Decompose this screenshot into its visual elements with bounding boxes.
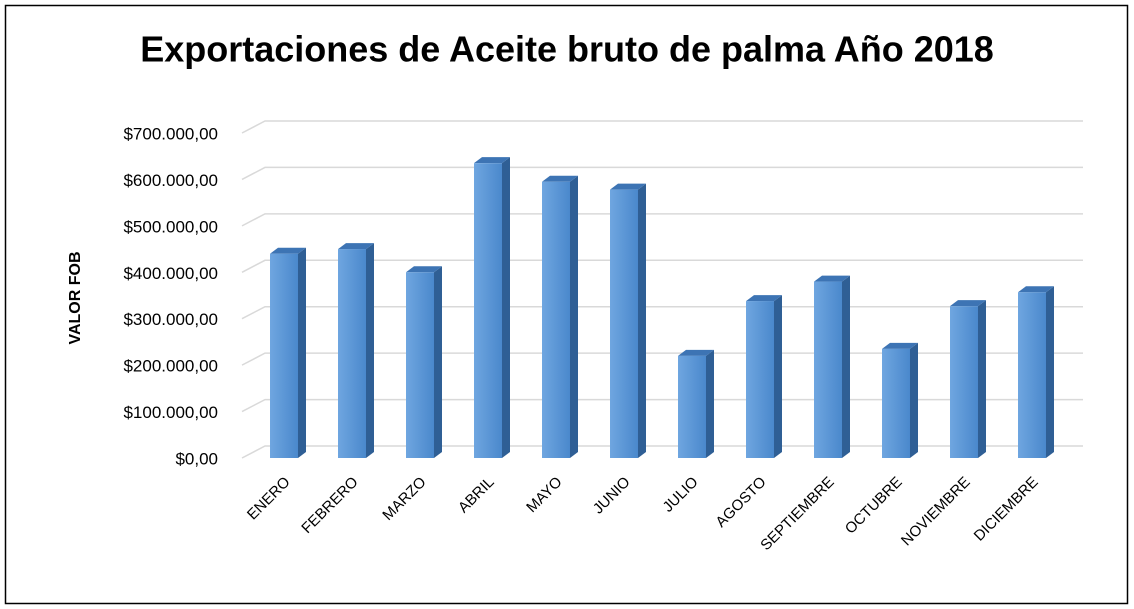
bar-side (978, 300, 986, 458)
bar-group (814, 275, 850, 458)
bar-top (814, 275, 850, 282)
bar-top (950, 300, 986, 307)
grid-line (241, 213, 1083, 227)
y-tick-label: $0,00 (175, 449, 218, 468)
bar-top (678, 349, 714, 356)
y-tick-label: $600.000,00 (123, 171, 218, 190)
bar (406, 272, 434, 458)
bar-top (406, 266, 442, 273)
bar-side (774, 295, 782, 458)
bar-side (706, 349, 714, 458)
bar-side (366, 243, 374, 458)
bar (270, 253, 298, 458)
bar-side (842, 275, 850, 458)
bar (746, 301, 774, 458)
bar-group (270, 247, 306, 458)
bar (814, 281, 842, 458)
y-tick-label: $200.000,00 (123, 357, 218, 376)
y-tick-label: $500.000,00 (123, 217, 218, 236)
grid-line (241, 166, 1083, 181)
bar-top (270, 247, 306, 254)
bar (338, 249, 366, 458)
bar-top (338, 243, 374, 250)
bar-group (338, 243, 374, 458)
grid-line (241, 259, 1083, 273)
y-tick-label: $300.000,00 (123, 310, 218, 329)
grid-line (241, 120, 1083, 134)
bar-side (298, 247, 306, 458)
bar-side (434, 266, 442, 458)
bar-side (638, 183, 646, 458)
grid-line (241, 352, 1083, 366)
y-axis-label: VALOR FOB (67, 251, 84, 344)
bar-group (678, 349, 714, 458)
bar-side (1046, 286, 1054, 458)
bar-side (502, 157, 510, 458)
bar-top (610, 183, 646, 190)
bar-side (570, 175, 578, 458)
bar-top (474, 157, 510, 164)
bar-group (542, 175, 578, 458)
bar (610, 189, 638, 458)
bar (474, 163, 502, 458)
y-tick-label: $100.000,00 (123, 403, 218, 422)
y-tick-label: $700.000,00 (123, 124, 218, 143)
grid-line (241, 305, 1083, 320)
bar-top (882, 342, 918, 349)
bar (1018, 292, 1046, 458)
bar-group (610, 183, 646, 458)
bar-group (950, 300, 986, 458)
chart-title: Exportaciones de Aceite bruto de palma A… (140, 29, 994, 70)
bar-top (746, 295, 782, 302)
bar-group (474, 157, 510, 458)
bar-side (910, 342, 918, 458)
bar-top (1018, 286, 1054, 293)
bar (678, 355, 706, 458)
bar-group (406, 266, 442, 458)
bar-group (1018, 286, 1054, 458)
grid-line (241, 398, 1083, 413)
bar-top (542, 175, 578, 182)
bar-group (882, 342, 918, 458)
grid-line (241, 445, 1083, 459)
y-tick-label: $400.000,00 (123, 264, 218, 283)
bar (950, 306, 978, 458)
bar-group (746, 295, 782, 458)
bar (542, 181, 570, 458)
bar (882, 348, 910, 458)
